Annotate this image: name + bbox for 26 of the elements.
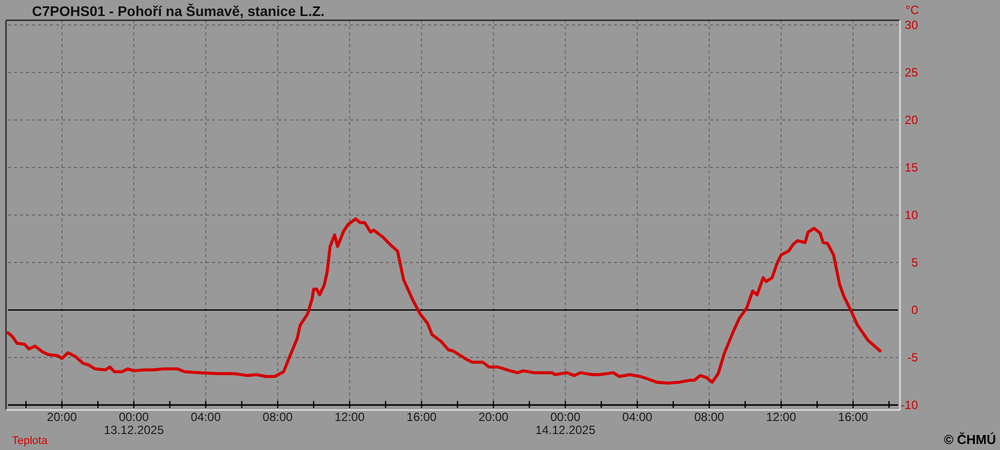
y-tick-label: 25 bbox=[904, 66, 918, 80]
x-tick-label: 08:00 bbox=[694, 410, 725, 424]
y-tick-label: -5 bbox=[907, 350, 918, 365]
chart-title: C7POHS01 - Pohoří na Šumavě, stanice L.Z. bbox=[32, 3, 325, 19]
y-tick-label: 30 bbox=[904, 18, 918, 32]
text: © ČHMÚ bbox=[944, 432, 996, 447]
y-tick-label: 0 bbox=[911, 303, 918, 318]
line-series bbox=[6, 217, 882, 385]
y-tick-label: 20 bbox=[904, 113, 918, 128]
x-tick-label: 08:00 bbox=[262, 410, 294, 424]
x-tick-label: 04:00 bbox=[190, 410, 222, 424]
x-tick-label: 12:00 bbox=[766, 410, 796, 424]
x-tick-label: 12:00 bbox=[334, 410, 365, 424]
x-tick-label: 00:00 14.12.2025 bbox=[535, 410, 596, 437]
x-tick-label: 16:00 bbox=[406, 410, 437, 424]
y-tick-label: 5 bbox=[911, 256, 918, 270]
y-tick-label: 15 bbox=[904, 160, 918, 175]
x-tick-label: 00:00 13.12.2025 bbox=[104, 410, 164, 437]
y-tick-label: -10 bbox=[900, 398, 918, 412]
x-tick-label: 16:00 bbox=[838, 410, 868, 424]
y-tick-label: 10 bbox=[904, 208, 918, 222]
x-tick-label: 20:00 bbox=[46, 410, 78, 424]
x-tick-label: 04:00 bbox=[622, 410, 653, 424]
text: Teplota bbox=[12, 435, 48, 447]
y-axis-title: °C bbox=[906, 3, 920, 17]
x-tick-label: 20:00 bbox=[478, 410, 509, 424]
